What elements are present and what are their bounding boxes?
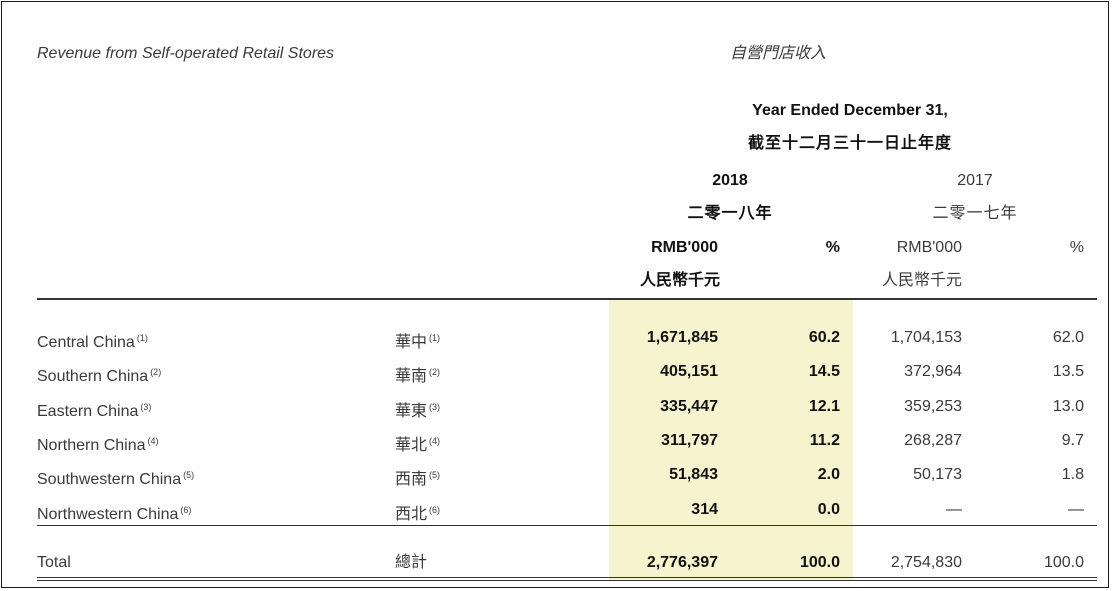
region-name: Central China (37, 334, 135, 351)
pct-2018: 0.0 (817, 501, 840, 518)
header-rule (37, 298, 1097, 300)
revenue-2018: 51,843 (669, 466, 718, 483)
footnote-marker: (3) (429, 402, 441, 412)
total-revenue-2018: 2,776,397 (646, 554, 718, 571)
col-header-rmb-2017-chinese: 人民幣千元 (881, 272, 962, 289)
region-name-chinese: 華中 (395, 334, 428, 351)
revenue-2018: 1,671,845 (646, 329, 718, 346)
revenue-2018: 314 (691, 501, 718, 518)
footnote-marker: (4) (429, 436, 441, 446)
year-2017-chinese: 二零一七年 (932, 205, 1018, 222)
revenue-2017: — (946, 501, 962, 518)
pct-2018: 2.0 (817, 466, 840, 483)
period-english: Year Ended December 31, (752, 102, 948, 119)
pct-2018: 11.2 (809, 432, 840, 449)
total-rule-bottom (37, 580, 1097, 581)
subtotal-rule (37, 525, 1097, 526)
pct-2017: 62.0 (1052, 329, 1084, 346)
year-2017: 2017 (957, 172, 993, 189)
region-name: Southwestern China (37, 471, 182, 488)
pct-2017: 9.7 (1061, 432, 1084, 449)
region-name: Northwestern China (37, 506, 179, 523)
caption-english: Revenue from Self-operated Retail Stores (37, 45, 335, 62)
col-header-pct-2018: % (825, 239, 840, 256)
year-2018: 2018 (712, 172, 748, 189)
region-name: Southern China (37, 368, 149, 385)
period-chinese: 截至十二月三十一日止年度 (747, 135, 952, 152)
revenue-2017: 268,287 (904, 432, 962, 449)
total-pct-2018: 100.0 (799, 554, 840, 571)
col-header-rmb-2018: RMB'000 (651, 239, 718, 256)
pct-2017: — (1068, 501, 1084, 518)
pct-2017: 13.5 (1052, 363, 1084, 380)
col-header-pct-2017: % (1069, 239, 1084, 256)
col-header-rmb-2017: RMB'000 (896, 239, 962, 256)
pct-2018: 12.1 (808, 398, 840, 415)
revenue-2017: 50,173 (913, 466, 962, 483)
revenue-2018: 311,797 (661, 432, 718, 449)
region-name-chinese: 西北 (395, 506, 428, 523)
total-pct-2017: 100.0 (1043, 554, 1084, 571)
footnote-marker: (5) (183, 470, 195, 480)
region-name: Eastern China (37, 403, 139, 420)
footnote-marker: (2) (429, 367, 441, 377)
revenue-2018: 405,151 (660, 363, 718, 380)
total-label-chinese: 總計 (395, 554, 428, 571)
footnote-marker: (2) (150, 367, 162, 377)
col-header-rmb-2018-chinese: 人民幣千元 (639, 272, 720, 289)
footnote-marker: (6) (429, 505, 441, 515)
region-name: Northern China (37, 437, 146, 454)
footnote-marker: (3) (140, 402, 152, 412)
revenue-2018: 335,447 (660, 398, 718, 415)
region-name-chinese: 華北 (395, 437, 428, 454)
highlight-2018-columns (609, 298, 853, 581)
pct-2017: 1.8 (1061, 466, 1084, 483)
pct-2018: 60.2 (808, 329, 840, 346)
region-name-chinese: 西南 (395, 471, 428, 488)
pct-2018: 14.5 (808, 363, 840, 380)
total-rule-top (37, 577, 1097, 578)
total-revenue-2017: 2,754,830 (890, 554, 962, 571)
revenue-2017: 1,704,153 (890, 329, 962, 346)
footnote-marker: (4) (147, 436, 159, 446)
footnote-marker: (5) (429, 470, 441, 480)
pct-2017: 13.0 (1052, 398, 1084, 415)
footnote-marker: (1) (136, 333, 148, 343)
footnote-marker: (6) (180, 505, 192, 515)
region-name-chinese: 華南 (395, 368, 428, 385)
caption-chinese: 自營門店收入 (730, 45, 827, 62)
region-name-chinese: 華東 (395, 403, 428, 420)
year-2018-chinese: 二零一八年 (687, 205, 773, 222)
revenue-2017: 359,253 (904, 398, 962, 415)
total-label: Total (37, 554, 71, 571)
revenue-2017: 372,964 (904, 363, 962, 380)
footnote-marker: (1) (429, 333, 441, 343)
